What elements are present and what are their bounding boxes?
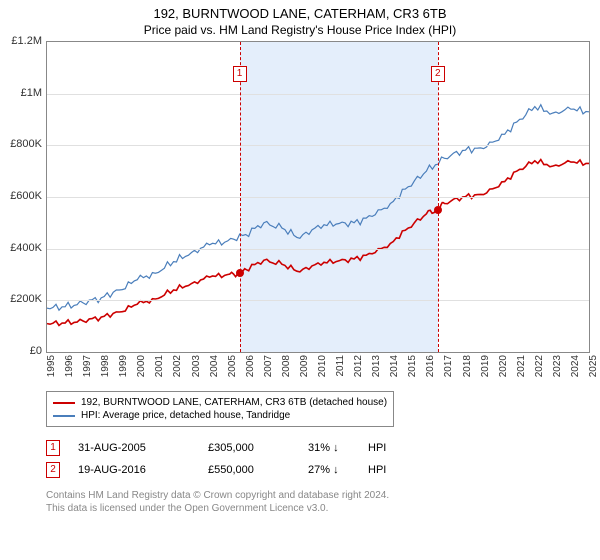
down-arrow-icon: ↓ <box>333 464 339 476</box>
x-tick-label: 2006 <box>245 355 256 377</box>
x-tick-label: 2001 <box>154 355 165 377</box>
event-pct-2: 27% ↓ <box>308 464 368 476</box>
footer-line-2: This data is licensed under the Open Gov… <box>46 502 588 515</box>
x-tick-label: 2013 <box>371 355 382 377</box>
page-title: 192, BURNTWOOD LANE, CATERHAM, CR3 6TB <box>0 0 600 21</box>
event-date-2: 19-AUG-2016 <box>78 464 208 476</box>
x-tick-label: 1999 <box>118 355 129 377</box>
legend-box: 192, BURNTWOOD LANE, CATERHAM, CR3 6TB (… <box>46 391 394 427</box>
x-tick-label: 1995 <box>46 355 57 377</box>
event-line <box>240 42 241 352</box>
event-row-2: 2 19-AUG-2016 £550,000 27% ↓ HPI <box>46 459 588 481</box>
x-tick-label: 2020 <box>498 355 509 377</box>
y-tick-label: £600K <box>10 190 46 202</box>
x-tick-label: 1997 <box>82 355 93 377</box>
event-marker-on-plot: 1 <box>233 66 247 82</box>
x-tick-label: 2008 <box>281 355 292 377</box>
gridline-h <box>47 300 589 301</box>
x-tick-label: 2024 <box>570 355 581 377</box>
point-marker <box>434 206 442 214</box>
footer: Contains HM Land Registry data © Crown c… <box>46 489 588 515</box>
gridline-h <box>47 197 589 198</box>
y-tick-label: £800K <box>10 138 46 150</box>
x-tick-label: 2021 <box>516 355 527 377</box>
x-tick-label: 1998 <box>100 355 111 377</box>
plot-box: 12 <box>46 41 590 353</box>
y-tick-label: £0 <box>30 345 46 357</box>
page-subtitle: Price paid vs. HM Land Registry's House … <box>0 21 600 41</box>
gridline-h <box>47 94 589 95</box>
x-tick-label: 2007 <box>263 355 274 377</box>
point-marker <box>236 269 244 277</box>
series-line <box>47 105 589 311</box>
event-price-1: £305,000 <box>208 442 308 454</box>
x-tick-label: 2015 <box>407 355 418 377</box>
x-tick-label: 2022 <box>534 355 545 377</box>
legend-row-property: 192, BURNTWOOD LANE, CATERHAM, CR3 6TB (… <box>53 396 387 409</box>
x-tick-label: 1996 <box>64 355 75 377</box>
chart-area: 12 £0£200K£400K£600K£800K£1M£1.2M <box>46 41 588 351</box>
x-tick-label: 2002 <box>172 355 183 377</box>
legend-label-property: 192, BURNTWOOD LANE, CATERHAM, CR3 6TB (… <box>81 397 387 408</box>
y-tick-label: £1M <box>21 87 46 99</box>
x-axis: 1995 1996 1997 1998 1999 2000 2001 2002 2003 2004… <box>46 351 588 391</box>
event-marker-1: 1 <box>46 440 60 456</box>
x-tick-label: 2012 <box>353 355 364 377</box>
x-tick-label: 2003 <box>191 355 202 377</box>
x-tick-label: 2014 <box>389 355 400 377</box>
down-arrow-icon: ↓ <box>333 442 339 454</box>
event-line <box>438 42 439 352</box>
event-marker-on-plot: 2 <box>431 66 445 82</box>
footer-line-1: Contains HM Land Registry data © Crown c… <box>46 489 588 502</box>
legend-row-hpi: HPI: Average price, detached house, Tand… <box>53 409 387 422</box>
y-tick-label: £400K <box>10 242 46 254</box>
event-marker-2: 2 <box>46 462 60 478</box>
event-row-1: 1 31-AUG-2005 £305,000 31% ↓ HPI <box>46 437 588 459</box>
x-tick-label: 2025 <box>588 355 599 377</box>
x-tick-label: 2017 <box>443 355 454 377</box>
legend-label-hpi: HPI: Average price, detached house, Tand… <box>81 410 290 421</box>
event-hpi-2: HPI <box>368 464 408 476</box>
event-price-2: £550,000 <box>208 464 308 476</box>
legend-swatch-property <box>53 402 75 404</box>
y-tick-label: £1.2M <box>11 35 46 47</box>
x-tick-label: 2023 <box>552 355 563 377</box>
events-table: 1 31-AUG-2005 £305,000 31% ↓ HPI 2 19-AU… <box>46 437 588 481</box>
x-tick-label: 2004 <box>209 355 220 377</box>
x-tick-label: 2009 <box>299 355 310 377</box>
x-tick-label: 2000 <box>136 355 147 377</box>
x-tick-label: 2011 <box>335 355 346 377</box>
x-tick-label: 2005 <box>227 355 238 377</box>
y-tick-label: £200K <box>10 293 46 305</box>
event-date-1: 31-AUG-2005 <box>78 442 208 454</box>
x-tick-label: 2016 <box>425 355 436 377</box>
chart-container: 192, BURNTWOOD LANE, CATERHAM, CR3 6TB P… <box>0 0 600 560</box>
gridline-h <box>47 249 589 250</box>
x-tick-label: 2018 <box>462 355 473 377</box>
gridline-h <box>47 145 589 146</box>
x-tick-label: 2010 <box>317 355 328 377</box>
legend-swatch-hpi <box>53 415 75 417</box>
event-pct-1: 31% ↓ <box>308 442 368 454</box>
event-hpi-1: HPI <box>368 442 408 454</box>
x-tick-label: 2019 <box>480 355 491 377</box>
